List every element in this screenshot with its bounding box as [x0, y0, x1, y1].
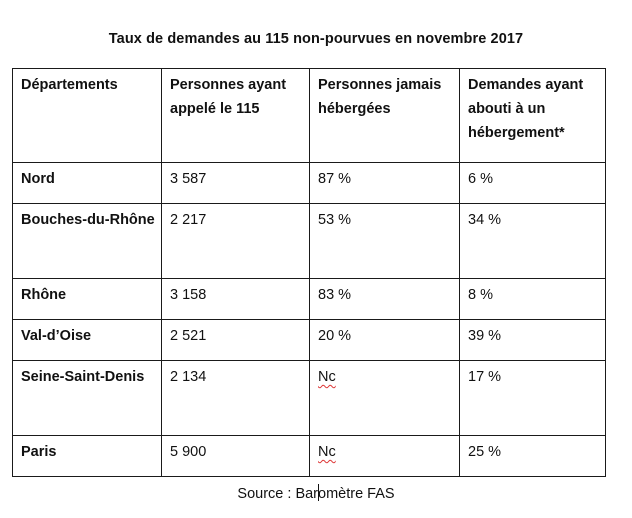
- text-cursor: [317, 484, 319, 501]
- row-jamais-hebergees: Nc: [309, 435, 460, 477]
- row-abouti: 8 %: [459, 278, 606, 320]
- source-line[interactable]: Source : Baromètre FAS: [0, 484, 632, 502]
- header-departements: Départements: [12, 68, 162, 163]
- row-appels: 2 217: [161, 203, 310, 279]
- table-title: Taux de demandes au 115 non-pourvues en …: [108, 31, 524, 47]
- source-text-start: Source : Bar: [237, 486, 319, 502]
- row-departement: Seine-Saint-Denis: [12, 360, 162, 436]
- row-abouti: 6 %: [459, 162, 606, 204]
- row-departement: Nord: [12, 162, 162, 204]
- table-row: Nord 3 587 87 % 6 %: [12, 162, 606, 204]
- table-row: Rhône 3 158 83 % 8 %: [12, 278, 606, 320]
- header-row: Départements Personnes ayant appelé le 1…: [12, 68, 606, 163]
- row-abouti: 17 %: [459, 360, 606, 436]
- row-departement: Rhône: [12, 278, 162, 320]
- row-departement: Paris: [12, 435, 162, 477]
- spellcheck-flagged-text: Nc: [318, 444, 336, 460]
- row-jamais-hebergees: 20 %: [309, 319, 460, 361]
- row-abouti: 34 %: [459, 203, 606, 279]
- header-personnes-jamais-hebergees: Personnes jamais hébergées: [309, 68, 460, 163]
- header-demandes-ayant-abouti: Demandes ayant abouti à un hébergement*: [459, 68, 606, 163]
- table-row: Seine-Saint-Denis 2 134 Nc 17 %: [12, 360, 606, 436]
- table-row: Bouches-du-Rhône 2 217 53 % 34 %: [12, 203, 606, 279]
- row-jamais-hebergees: 53 %: [309, 203, 460, 279]
- row-abouti: 39 %: [459, 319, 606, 361]
- row-jamais-hebergees: Nc: [309, 360, 460, 436]
- row-departement: Bouches-du-Rhône: [12, 203, 162, 279]
- source-text-end: omètre FAS: [318, 486, 395, 502]
- row-departement: Val-d’Oise: [12, 319, 162, 361]
- spellcheck-flagged-text: Nc: [318, 369, 336, 385]
- row-abouti: 25 %: [459, 435, 606, 477]
- row-appels: 3 158: [161, 278, 310, 320]
- row-appels: 2 134: [161, 360, 310, 436]
- row-jamais-hebergees: 83 %: [309, 278, 460, 320]
- row-appels: 2 521: [161, 319, 310, 361]
- row-appels: 3 587: [161, 162, 310, 204]
- data-table: Départements Personnes ayant appelé le 1…: [12, 68, 606, 477]
- table-row: Val-d’Oise 2 521 20 % 39 %: [12, 319, 606, 361]
- row-appels: 5 900: [161, 435, 310, 477]
- header-personnes-ayant-appele: Personnes ayant appelé le 115: [161, 68, 310, 163]
- table-row: Paris 5 900 Nc 25 %: [12, 435, 606, 477]
- row-jamais-hebergees: 87 %: [309, 162, 460, 204]
